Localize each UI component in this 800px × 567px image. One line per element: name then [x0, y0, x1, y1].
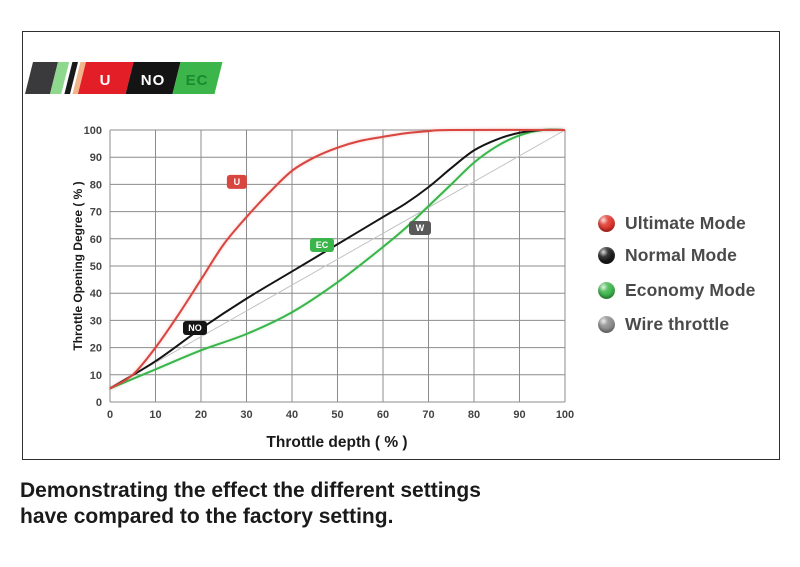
svg-text:50: 50 [90, 261, 102, 273]
svg-text:EC: EC [316, 240, 329, 250]
svg-text:Throttle Opening Degree ( % ): Throttle Opening Degree ( % ) [71, 181, 85, 350]
svg-text:80: 80 [90, 179, 102, 191]
svg-text:NO: NO [188, 323, 202, 333]
svg-text:70: 70 [422, 409, 434, 421]
svg-text:10: 10 [90, 370, 102, 382]
svg-text:50: 50 [331, 409, 343, 421]
svg-text:100: 100 [84, 125, 102, 137]
svg-text:90: 90 [513, 409, 525, 421]
svg-text:40: 40 [90, 288, 102, 300]
svg-text:20: 20 [90, 343, 102, 355]
svg-text:30: 30 [90, 315, 102, 327]
svg-text:0: 0 [107, 409, 113, 421]
svg-text:U: U [234, 177, 241, 187]
svg-text:10: 10 [149, 409, 161, 421]
svg-text:Throttle depth ( % ): Throttle depth ( % ) [266, 434, 407, 451]
svg-text:100: 100 [556, 409, 574, 421]
svg-text:30: 30 [240, 409, 252, 421]
svg-text:40: 40 [286, 409, 298, 421]
svg-text:60: 60 [377, 409, 389, 421]
svg-text:W: W [416, 223, 425, 233]
svg-text:70: 70 [90, 207, 102, 219]
svg-text:0: 0 [96, 397, 102, 409]
svg-text:80: 80 [468, 409, 480, 421]
svg-text:20: 20 [195, 409, 207, 421]
svg-text:60: 60 [90, 234, 102, 246]
svg-text:90: 90 [90, 152, 102, 164]
